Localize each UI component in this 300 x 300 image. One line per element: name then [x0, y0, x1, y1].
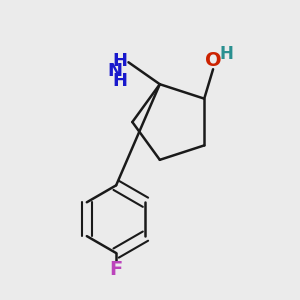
Text: H: H	[219, 46, 233, 64]
Text: N: N	[108, 62, 123, 80]
Text: O: O	[205, 51, 221, 70]
Text: F: F	[110, 260, 123, 279]
Text: H: H	[112, 52, 127, 70]
Text: H: H	[112, 71, 127, 89]
